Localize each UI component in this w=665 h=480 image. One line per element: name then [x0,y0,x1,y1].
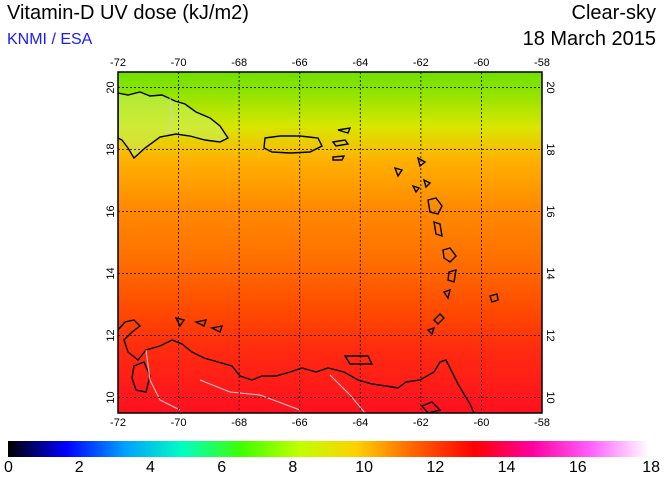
latitude-tick-label: 10 [105,391,117,403]
color-scale-label: 14 [497,459,516,476]
longitude-tick-label: -66 [292,417,308,429]
color-scale-label: 2 [74,459,84,476]
color-scale-label: 18 [642,459,660,476]
longitude-ticks-top: -72 -70 -68 -66 -64 -62 -60 -58 [110,57,550,69]
map-plot-area [117,71,543,414]
color-scale-label: 10 [355,459,374,476]
data-credit: KNMI / ESA [7,31,93,48]
longitude-tick-label: -68 [231,417,247,429]
color-scale-label: 0 [4,459,13,476]
longitude-tick-label: -62 [413,417,429,429]
color-scale-label: 12 [426,459,445,476]
color-scale-label: 4 [145,459,155,476]
puerto-rico-coast [263,135,323,154]
latitude-tick-label: 16 [544,205,556,217]
longitude-tick-label: -70 [171,417,187,429]
latitude-ticks-right: 20 18 16 14 12 10 [544,81,556,403]
longitude-tick-label: -60 [473,417,489,429]
south-america-coast [118,319,475,413]
latitude-tick-label: 14 [544,267,556,279]
longitude-ticks-bottom: -72 -70 -68 -66 -64 -62 -60 -58 [110,417,550,429]
latitude-tick-label: 14 [105,267,117,279]
longitude-tick-label: -64 [352,417,368,429]
map-frame [117,71,543,414]
color-scale-label: 16 [568,459,587,476]
longitude-tick-label: -66 [292,57,308,69]
latitude-tick-label: 12 [105,329,117,341]
longitude-tick-label: -58 [534,57,550,69]
hispaniola-coast [118,91,230,160]
longitude-tick-label: -72 [110,417,126,429]
chart-title: Vitamin-D UV dose (kJ/m2) [7,2,249,24]
uv-dose-map: -72 -70 -68 -66 -64 -62 -60 -58 -72 -70 -68 -66 -64… [105,57,556,429]
longitude-tick-label: -58 [534,417,550,429]
longitude-tick-label: -64 [352,57,368,69]
longitude-tick-label: -70 [171,57,187,69]
country-borders [145,97,366,413]
latitude-tick-label: 20 [105,81,117,93]
color-scale-label: 6 [217,459,227,476]
longitude-tick-label: -72 [110,57,126,69]
latitude-tick-label: 18 [105,143,117,155]
color-scale-bar [8,441,649,457]
forecast-date: 18 March 2015 [522,28,656,50]
longitude-tick-label: -68 [231,57,247,69]
lat-lon-grid [118,72,542,413]
latitude-tick-label: 12 [544,329,556,341]
latitude-tick-label: 20 [544,81,556,93]
color-scale-label: 8 [288,459,298,476]
latitude-tick-label: 18 [544,143,556,155]
longitude-tick-label: -62 [413,57,429,69]
latitude-ticks-left: 20 18 16 14 12 10 [105,81,117,403]
latitude-tick-label: 16 [105,205,117,217]
longitude-tick-label: -60 [473,57,489,69]
latitude-tick-label: 10 [544,391,556,403]
sky-condition: Clear-sky [571,2,656,24]
